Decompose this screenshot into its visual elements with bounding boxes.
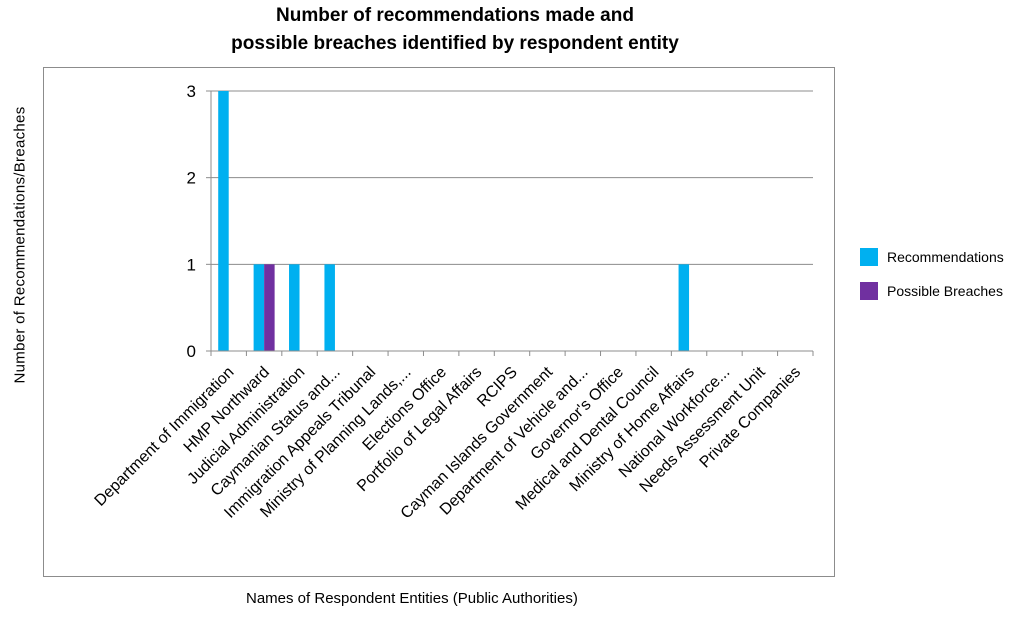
chart-title-line-1: Number of recommendations made and <box>276 5 634 26</box>
plot-area-frame <box>43 67 835 577</box>
legend-label-recommendations: Recommendations <box>887 249 1004 265</box>
chart-title: Number of recommendations made and possi… <box>150 2 760 58</box>
x-axis-label: Names of Respondent Entities (Public Aut… <box>246 590 578 607</box>
legend-swatch-recommendations <box>860 248 878 266</box>
y-axis-label: Number of Recommendations/Breaches <box>11 106 29 384</box>
chart-title-line-2: possible breaches identified by responde… <box>231 33 679 54</box>
legend-item-possible-breaches: Possible Breaches <box>860 280 1004 302</box>
y-tick-label: 1 <box>187 255 196 274</box>
bar <box>253 264 265 351</box>
bar <box>678 264 690 351</box>
legend-label-possible-breaches: Possible Breaches <box>887 283 1003 299</box>
bar <box>324 264 335 351</box>
legend-swatch-possible-breaches <box>860 282 878 300</box>
bar <box>264 264 275 351</box>
y-tick-label: 2 <box>187 169 196 188</box>
y-tick-label: 3 <box>187 82 196 101</box>
bar <box>218 91 229 351</box>
legend: Recommendations Possible Breaches <box>860 246 1004 314</box>
bar <box>289 264 300 351</box>
y-tick-label: 0 <box>187 342 196 361</box>
legend-item-recommendations: Recommendations <box>860 246 1004 268</box>
